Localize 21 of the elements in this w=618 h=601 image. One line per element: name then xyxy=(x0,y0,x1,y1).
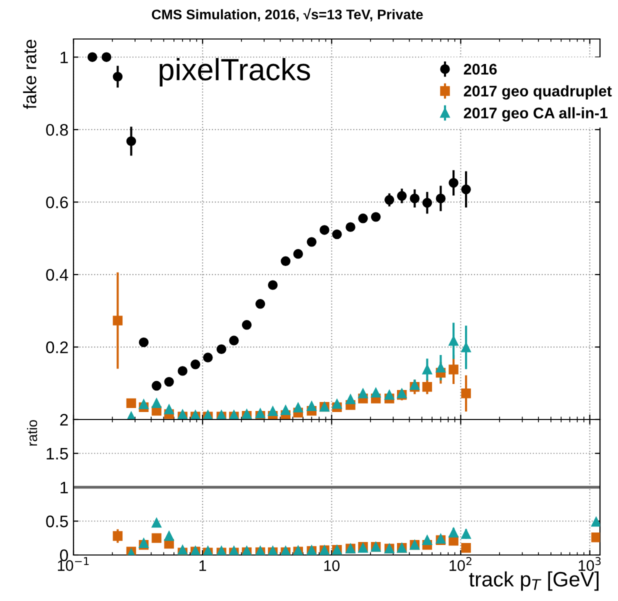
y-tick-label: 1 xyxy=(60,52,68,64)
y-tick-label: 0.8 xyxy=(46,124,68,136)
chart-title: CMS Simulation, 2016, √s=13 TeV, Private xyxy=(152,8,423,22)
legend-label: 2016 xyxy=(464,64,497,75)
x-tick-label: 10$^{2}$ xyxy=(450,557,472,571)
legend-label: 2017 geo CA all-in-1 xyxy=(464,107,608,122)
y-tick-label: 0.2 xyxy=(46,341,68,354)
x-tick-label: 10 xyxy=(324,560,340,572)
x-axis-title: track p$_{T}$ [GeV] xyxy=(469,571,599,591)
y-tick-label: 0.4 xyxy=(46,268,68,281)
y-tick-label: 1.5 xyxy=(46,448,68,460)
y-tick-label: 1 xyxy=(60,482,68,494)
legend-label: 2017 geo quadruplet xyxy=(464,85,612,100)
y-axis-title: fake rate xyxy=(23,40,36,109)
y-tick-label: 0.5 xyxy=(46,516,68,528)
y-tick-label: 2 xyxy=(60,414,68,426)
x-tick-label: 1 xyxy=(199,560,206,571)
x-tick-label: 10$^{3}$ xyxy=(578,557,601,571)
annotation: pixelTracks xyxy=(160,58,310,87)
y-tick-label: 0.6 xyxy=(46,196,68,208)
y-axis-title: ratio xyxy=(26,420,38,446)
